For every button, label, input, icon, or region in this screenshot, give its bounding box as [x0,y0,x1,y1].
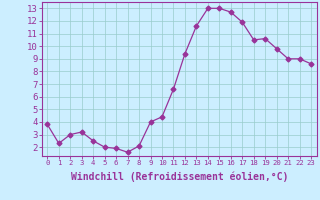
X-axis label: Windchill (Refroidissement éolien,°C): Windchill (Refroidissement éolien,°C) [70,172,288,182]
